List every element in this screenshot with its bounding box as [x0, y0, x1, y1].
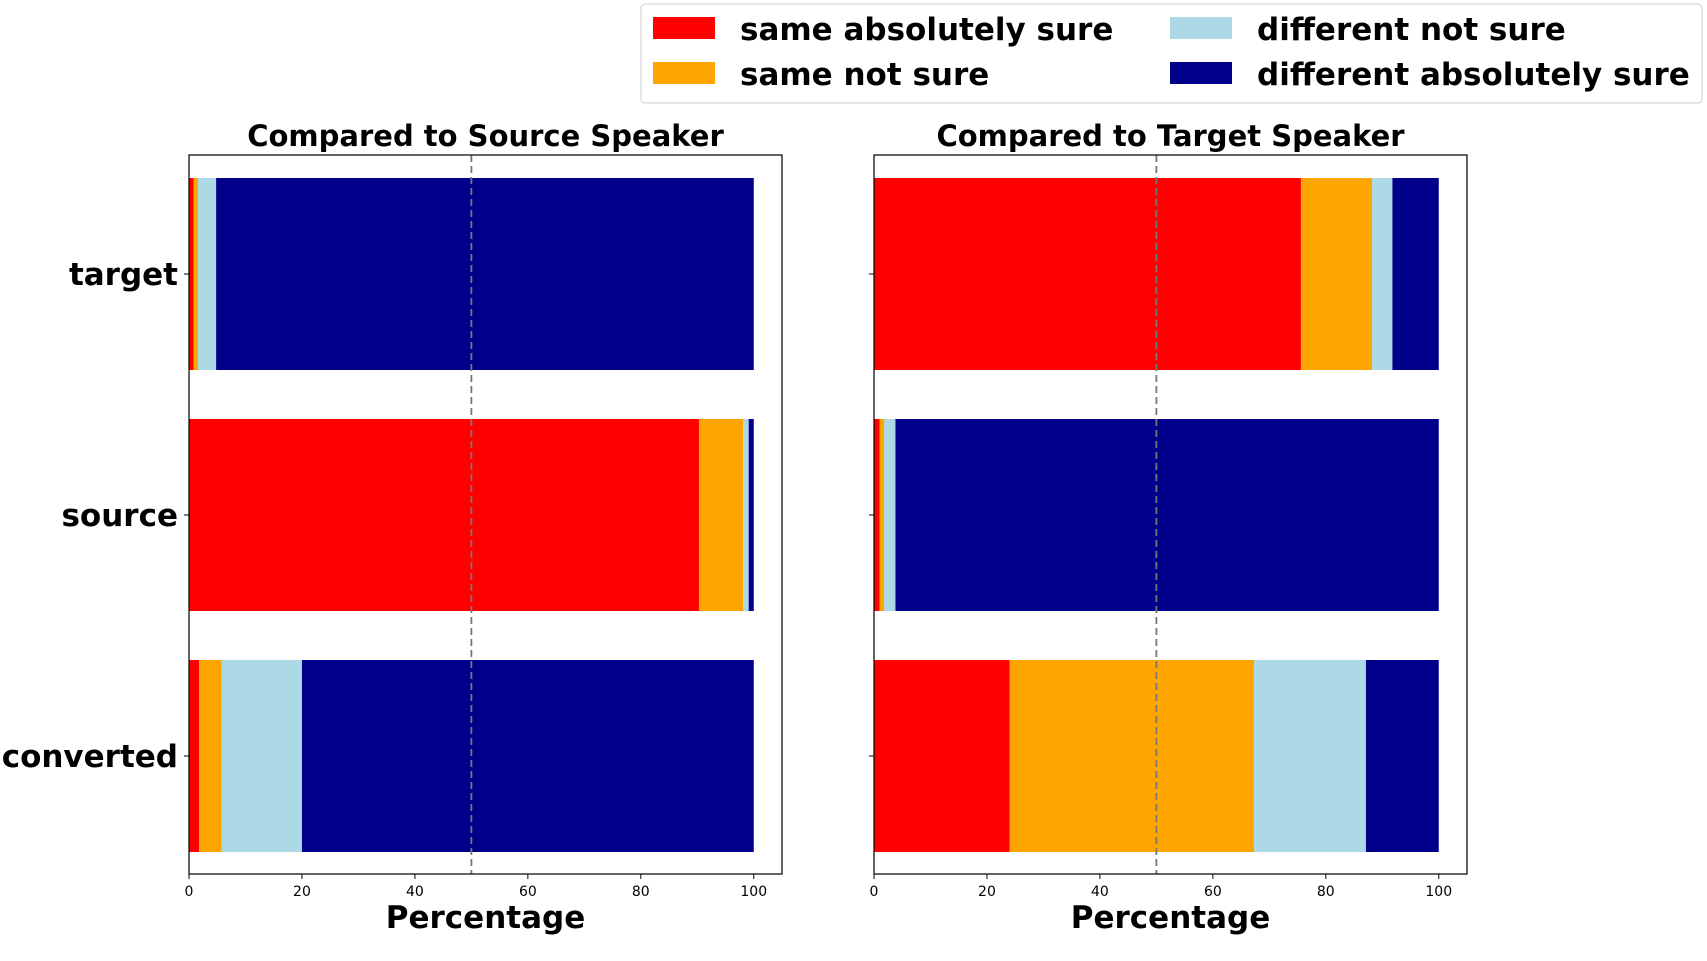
bar-target-diff-not — [198, 178, 217, 370]
bar-source-diff-not — [743, 419, 749, 611]
legend-label-different-not-sure: different not sure — [1257, 12, 1566, 48]
bars — [189, 178, 754, 852]
bars — [874, 178, 1439, 852]
x-tick-label: 40 — [1091, 884, 1109, 900]
bar-converted-diff-not — [221, 660, 302, 852]
x-tick-label: 0 — [185, 884, 194, 900]
bar-source-same-abs — [874, 419, 880, 611]
legend-swatch-different-not-sure — [1170, 17, 1232, 39]
x-axis-label: Percentage — [386, 900, 585, 936]
bar-converted-same-not — [199, 660, 222, 852]
x-tick-label: 40 — [406, 884, 424, 900]
bar-target-same-not — [1300, 178, 1373, 370]
bar-source-same-not — [879, 419, 885, 611]
x-tick-label: 20 — [293, 884, 311, 900]
bar-source-diff-not — [884, 419, 896, 611]
bar-converted-same-abs — [189, 660, 200, 852]
bar-target-same-not — [193, 178, 199, 370]
x-tick-label: 60 — [1204, 884, 1222, 900]
panel-target-speaker: Compared to Target Speaker 0 20 40 60 80 100 … — [869, 119, 1468, 936]
bar-target-same-abs — [189, 178, 194, 370]
legend: same absolutely sure same not sure diffe… — [640, 3, 1703, 104]
category-label-target: target — [69, 257, 178, 293]
bar-source-same-not — [698, 419, 744, 611]
category-label-source: source — [61, 498, 178, 534]
bar-converted-same-abs — [874, 660, 1010, 852]
bar-converted-diff-not — [1254, 660, 1366, 852]
bar-target-diff-abs — [216, 178, 754, 370]
legend-swatch-different-absolutely-sure — [1170, 62, 1232, 84]
bar-source-diff-abs — [895, 419, 1439, 611]
panel-title-target-speaker: Compared to Target Speaker — [936, 119, 1405, 153]
x-tick-label: 60 — [519, 884, 537, 900]
legend-label-same-not-sure: same not sure — [740, 57, 989, 93]
x-ticks: 0 20 40 60 80 100 — [185, 874, 767, 900]
x-tick-label: 80 — [1317, 884, 1335, 900]
legend-label-different-absolutely-sure: different absolutely sure — [1257, 57, 1690, 93]
legend-swatch-same-not-sure — [653, 62, 715, 84]
x-tick-label: 100 — [1425, 884, 1452, 900]
legend-frame — [640, 3, 1703, 104]
panel-title-source-speaker: Compared to Source Speaker — [247, 119, 724, 153]
y-ticks — [869, 273, 874, 757]
x-tick-label: 80 — [632, 884, 650, 900]
bar-converted-diff-abs — [301, 660, 754, 852]
bar-source-diff-abs — [748, 419, 754, 611]
x-tick-label: 0 — [870, 884, 879, 900]
bar-source-same-abs — [189, 419, 699, 611]
panel-source-speaker: Compared to Source Speaker 0 20 40 60 80 100 … — [2, 119, 783, 936]
bar-target-same-abs — [874, 178, 1301, 370]
x-ticks: 0 20 40 60 80 100 — [870, 874, 1452, 900]
bar-converted-diff-abs — [1365, 660, 1439, 852]
x-axis-label: Percentage — [1071, 900, 1270, 936]
bar-converted-same-not — [1009, 660, 1255, 852]
bar-target-diff-not — [1372, 178, 1393, 370]
category-label-converted: converted — [2, 739, 178, 775]
x-tick-label: 100 — [740, 884, 767, 900]
x-tick-label: 20 — [978, 884, 996, 900]
legend-label-same-absolutely-sure: same absolutely sure — [740, 12, 1113, 48]
y-ticks: target source converted — [2, 257, 189, 775]
bar-target-diff-abs — [1392, 178, 1439, 370]
legend-swatch-same-absolutely-sure — [653, 17, 715, 39]
